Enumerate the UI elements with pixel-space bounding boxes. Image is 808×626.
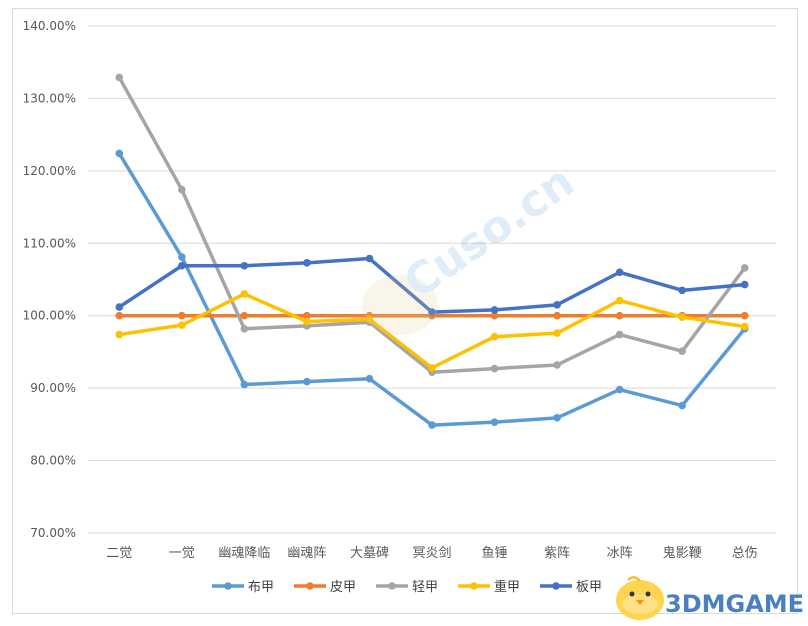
series-line — [117, 75, 747, 374]
x-tick-label: 二觉 — [106, 546, 132, 561]
y-tick-label: 70.00% — [30, 526, 76, 540]
data-point — [178, 321, 186, 329]
data-point — [178, 185, 186, 194]
data-point — [303, 377, 311, 386]
data-point — [490, 311, 499, 320]
data-point — [678, 347, 686, 356]
x-tick-label: 幽魂阵 — [287, 545, 326, 561]
series-lines — [115, 73, 749, 429]
data-point — [553, 414, 561, 422]
x-tick-label: 幽魂降临 — [218, 545, 270, 561]
data-point — [678, 313, 686, 321]
data-point — [240, 261, 249, 270]
x-tick-label: 大墓碑 — [350, 545, 389, 561]
gridlines — [88, 25, 776, 534]
data-point — [240, 380, 249, 389]
data-point — [490, 364, 499, 373]
data-point — [115, 311, 124, 320]
data-point — [365, 254, 374, 263]
y-tick-label: 110.00% — [23, 236, 76, 250]
chick-mascot-icon — [616, 576, 664, 620]
data-point — [303, 317, 311, 326]
x-tick-label: 冥炎剑 — [412, 545, 451, 561]
data-point — [428, 364, 436, 372]
data-point — [740, 264, 749, 272]
data-point — [428, 421, 436, 429]
x-tick-label: 鬼影鞭 — [663, 545, 702, 561]
data-point — [365, 374, 374, 383]
x-axis-ticks: 二觉 一觉 幽魂降临 幽魂阵 大墓碑 冥炎剑 鱼锤 紫阵 冰阵 鬼影鞭 总伤 — [106, 545, 757, 561]
data-point — [553, 361, 561, 369]
data-point — [615, 268, 624, 277]
data-point — [490, 306, 499, 314]
legend-item: 板甲 — [540, 580, 602, 595]
data-point — [740, 280, 749, 289]
legend-item: 布甲 — [212, 580, 274, 595]
data-point — [553, 329, 561, 337]
data-point — [303, 311, 311, 320]
data-point — [240, 290, 249, 298]
data-point — [240, 324, 249, 333]
y-tick-label: 80.00% — [30, 454, 76, 468]
chart-frame — [12, 8, 798, 614]
y-tick-label: 140.00% — [23, 19, 76, 33]
legend-label: 板甲 — [576, 580, 602, 595]
legend-label: 重甲 — [494, 579, 520, 595]
center-watermark: Cuso.cn — [362, 156, 583, 335]
data-point — [740, 311, 749, 320]
x-tick-label: 冰阵 — [607, 546, 633, 561]
legend-label: 皮甲 — [330, 580, 356, 595]
data-point — [115, 149, 124, 158]
legend-label: 轻甲 — [412, 580, 438, 595]
data-point — [303, 259, 311, 267]
x-tick-label: 紫阵 — [544, 546, 570, 561]
legend-marker — [552, 582, 560, 590]
data-point — [365, 315, 374, 324]
y-axis-ticks: 70.00% 80.00% 90.00% 100.00% 110.00% 120.00% 1… — [23, 19, 76, 540]
legend-item: 轻甲 — [376, 580, 438, 595]
data-point — [615, 311, 624, 320]
legend: 布甲 皮甲 轻甲 重甲 板甲 — [212, 579, 602, 595]
x-tick-label: 总伤 — [732, 546, 758, 561]
data-point — [678, 401, 686, 410]
legend-label: 布甲 — [248, 580, 274, 595]
legend-marker — [224, 582, 232, 590]
data-point — [428, 308, 436, 316]
legend-item: 皮甲 — [294, 580, 356, 595]
legend-marker — [306, 582, 314, 590]
svg-text:Cuso.cn: Cuso.cn — [395, 156, 583, 309]
data-point — [740, 322, 749, 331]
data-point — [115, 330, 124, 339]
data-point — [615, 296, 624, 305]
data-point — [615, 385, 624, 394]
series-1 — [115, 149, 749, 429]
brand-watermark: 3DMGAME — [616, 576, 804, 620]
data-point — [115, 73, 124, 82]
legend-item: 重甲 — [458, 579, 520, 595]
watermark-text: 3DMGAME — [665, 590, 804, 618]
legend-marker — [388, 582, 396, 590]
data-point — [490, 418, 499, 426]
x-tick-label: 一觉 — [169, 546, 195, 561]
y-tick-label: 90.00% — [30, 381, 76, 395]
series-4 — [115, 290, 749, 372]
data-point — [615, 330, 624, 339]
data-point — [178, 311, 186, 320]
data-point — [553, 301, 561, 309]
series-5 — [115, 254, 749, 316]
y-tick-label: 130.00% — [23, 91, 76, 105]
data-point — [490, 332, 499, 341]
series-3 — [115, 73, 749, 377]
y-tick-label: 120.00% — [23, 164, 76, 178]
data-point — [178, 261, 186, 270]
data-point — [678, 286, 686, 295]
legend-marker — [470, 582, 478, 590]
data-point — [240, 311, 249, 320]
data-point — [115, 303, 124, 311]
y-tick-label: 100.00% — [23, 309, 76, 323]
data-point — [178, 253, 186, 261]
data-point — [553, 311, 561, 320]
x-tick-label: 鱼锤 — [482, 545, 508, 561]
